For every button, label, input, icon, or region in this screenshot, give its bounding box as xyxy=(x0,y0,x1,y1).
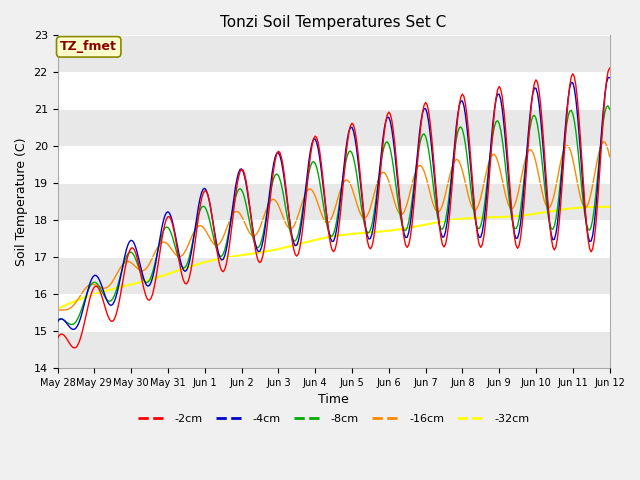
Bar xyxy=(58,36,609,72)
Bar xyxy=(58,183,609,220)
Bar xyxy=(58,331,609,368)
Bar xyxy=(58,257,609,294)
Text: TZ_fmet: TZ_fmet xyxy=(60,40,117,53)
Bar xyxy=(58,109,609,146)
X-axis label: Time: Time xyxy=(318,393,349,406)
Title: Tonzi Soil Temperatures Set C: Tonzi Soil Temperatures Set C xyxy=(220,15,447,30)
Y-axis label: Soil Temperature (C): Soil Temperature (C) xyxy=(15,137,28,266)
Legend: -2cm, -4cm, -8cm, -16cm, -32cm: -2cm, -4cm, -8cm, -16cm, -32cm xyxy=(134,410,534,429)
